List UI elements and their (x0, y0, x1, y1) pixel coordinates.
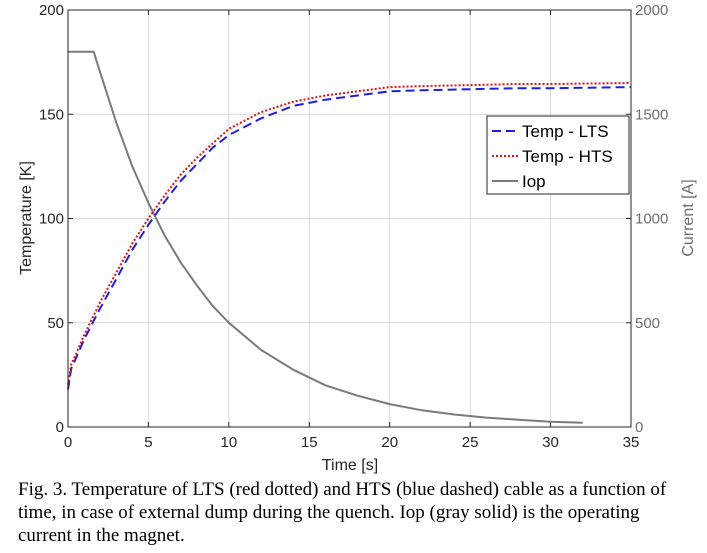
x-tick-label: 0 (64, 434, 72, 451)
y-left-axis-label: Temperature [K] (18, 161, 35, 275)
series-layer (67, 50, 632, 424)
y-right-tick-label: 1000 (635, 211, 668, 228)
x-tick-labels: 0 5 10 15 20 25 30 35 (64, 434, 640, 451)
y-left-tick-label: 200 (39, 2, 64, 19)
y-right-tick-label: 2000 (635, 2, 668, 19)
x-tick-label: 25 (462, 434, 479, 451)
x-tick-label: 30 (542, 434, 559, 451)
legend-label-temp-hts: Temp - HTS (522, 147, 613, 166)
y-left-tick-label: 100 (39, 211, 64, 228)
y-right-tick-label: 500 (635, 315, 660, 332)
y-left-tick-label: 150 (39, 106, 64, 123)
plot-frame (67, 9, 632, 428)
x-axis-label: Time [s] (322, 457, 378, 474)
grid-layer (68, 10, 631, 427)
y-right-tick-labels: 0 500 1000 1500 2000 (635, 2, 668, 436)
legend-label-iop: Iop (522, 172, 546, 191)
figure-caption: Fig. 3. Temperature of LTS (red dotted) … (18, 479, 667, 546)
legend: Temp - LTS Temp - HTS Iop (486, 115, 630, 195)
y-right-axis-label: Current [A] (680, 179, 697, 256)
y-right-tick-label: 0 (635, 419, 643, 436)
series-line-iop (68, 50, 583, 424)
x-tick-label: 35 (623, 434, 640, 451)
y-right-tick-label: 1500 (635, 106, 668, 123)
y-left-tick-label: 50 (47, 315, 64, 332)
series-line-temp-lts (67, 86, 632, 390)
series-line-temp-hts (67, 82, 632, 386)
y-left-tick-label: 0 (56, 419, 64, 436)
y-left-tick-labels: 0 50 100 150 200 (39, 2, 64, 436)
legend-label-temp-lts: Temp - LTS (522, 122, 609, 141)
x-tick-label: 5 (144, 434, 152, 451)
x-tick-label: 10 (221, 434, 238, 451)
x-tick-label: 20 (381, 434, 398, 451)
dual-axis-line-chart: 0 50 100 150 200 0 500 1000 1500 2000 0 5 10 15 20 25… (18, 2, 697, 474)
x-tick-label: 15 (301, 434, 318, 451)
